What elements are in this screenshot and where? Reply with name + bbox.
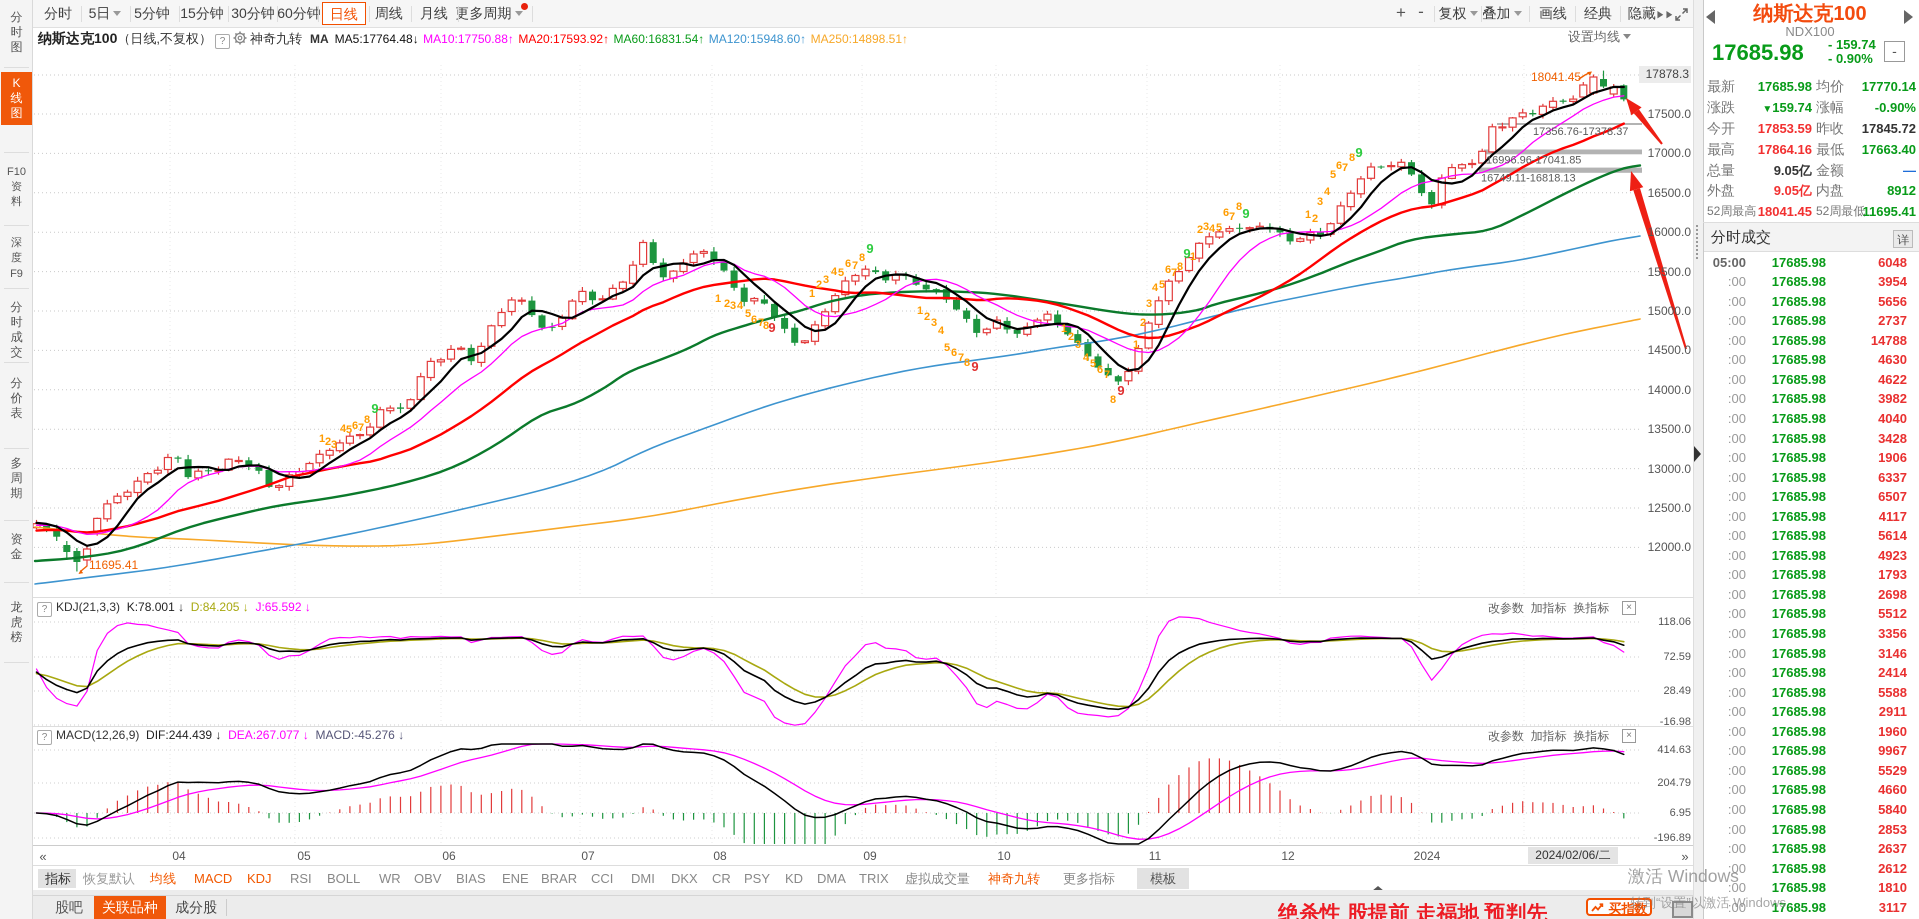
- svg-text:2: 2: [1140, 317, 1146, 329]
- svg-text:4: 4: [737, 300, 744, 312]
- svg-text:4: 4: [831, 266, 838, 278]
- svg-text:4: 4: [938, 325, 945, 337]
- svg-text:9: 9: [1117, 383, 1124, 398]
- svg-text:4: 4: [1209, 223, 1216, 235]
- svg-text:6: 6: [951, 347, 957, 359]
- svg-text:4: 4: [1324, 186, 1331, 198]
- svg-text:16996.96-17041.85: 16996.96-17041.85: [1486, 155, 1581, 167]
- svg-text:9: 9: [371, 401, 378, 416]
- svg-text:1: 1: [1190, 251, 1196, 263]
- svg-text:5: 5: [745, 308, 751, 320]
- svg-text:6: 6: [1223, 207, 1229, 219]
- svg-text:8: 8: [1177, 261, 1183, 273]
- svg-text:6: 6: [1165, 264, 1171, 276]
- svg-text:6: 6: [352, 420, 358, 432]
- svg-text:7: 7: [852, 260, 858, 272]
- svg-text:2: 2: [924, 311, 930, 323]
- svg-text:5: 5: [1090, 358, 1096, 370]
- svg-text:16749.11-16818.13: 16749.11-16818.13: [1481, 173, 1576, 185]
- svg-text:9: 9: [866, 241, 873, 256]
- svg-text:9: 9: [1242, 206, 1249, 221]
- svg-text:1: 1: [1305, 209, 1311, 221]
- svg-text:2: 2: [724, 298, 730, 310]
- svg-text:1: 1: [917, 305, 923, 317]
- svg-text:7: 7: [1229, 211, 1235, 223]
- svg-text:3: 3: [1317, 196, 1323, 208]
- svg-text:6: 6: [845, 258, 851, 270]
- svg-text:8: 8: [859, 252, 865, 264]
- svg-text:17356.76-17378.37: 17356.76-17378.37: [1533, 126, 1628, 138]
- svg-text:5: 5: [944, 342, 950, 354]
- svg-text:5: 5: [838, 267, 844, 279]
- svg-text:4: 4: [1083, 352, 1090, 364]
- svg-text:8: 8: [1110, 394, 1116, 406]
- svg-text:11695.41: 11695.41: [89, 558, 138, 572]
- svg-text:8: 8: [763, 320, 769, 332]
- svg-text:8: 8: [1349, 152, 1355, 164]
- svg-text:1: 1: [319, 433, 325, 445]
- svg-text:5: 5: [1216, 222, 1222, 234]
- svg-text:2: 2: [816, 279, 822, 291]
- svg-text:3: 3: [931, 317, 937, 329]
- svg-text:3: 3: [1075, 339, 1081, 351]
- svg-text:9: 9: [1183, 246, 1190, 261]
- svg-text:6: 6: [1097, 364, 1103, 376]
- svg-text:6: 6: [1336, 160, 1342, 172]
- svg-text:7: 7: [358, 422, 364, 434]
- svg-text:6: 6: [751, 314, 757, 326]
- svg-text:4: 4: [340, 423, 347, 435]
- svg-text:3: 3: [331, 439, 337, 451]
- svg-text:7: 7: [758, 317, 764, 329]
- svg-text:5: 5: [1330, 169, 1336, 181]
- svg-text:9: 9: [1355, 145, 1362, 160]
- svg-text:9: 9: [768, 320, 775, 335]
- svg-text:2: 2: [325, 436, 331, 448]
- svg-text:3: 3: [730, 300, 736, 312]
- svg-text:8: 8: [1236, 201, 1242, 213]
- svg-text:2: 2: [1197, 224, 1203, 236]
- svg-text:7: 7: [1104, 369, 1110, 381]
- svg-text:1: 1: [1061, 323, 1067, 335]
- svg-text:3: 3: [823, 274, 829, 286]
- svg-text:1: 1: [809, 288, 815, 300]
- svg-text:8: 8: [364, 414, 370, 426]
- svg-text:2: 2: [1068, 331, 1074, 343]
- svg-text:3: 3: [1203, 221, 1209, 233]
- svg-text:2: 2: [1312, 213, 1318, 225]
- svg-text:7: 7: [1342, 162, 1348, 174]
- svg-text:1: 1: [715, 293, 721, 305]
- svg-text:5: 5: [346, 424, 352, 436]
- svg-text:7: 7: [1171, 267, 1177, 279]
- svg-text:5: 5: [1159, 279, 1165, 291]
- svg-text:3: 3: [1146, 298, 1152, 310]
- svg-text:7: 7: [958, 352, 964, 364]
- svg-text:18041.45: 18041.45: [1531, 70, 1581, 84]
- svg-text:9: 9: [971, 359, 978, 374]
- svg-text:1: 1: [1133, 339, 1139, 351]
- svg-text:8: 8: [964, 357, 970, 369]
- svg-text:4: 4: [1152, 282, 1159, 294]
